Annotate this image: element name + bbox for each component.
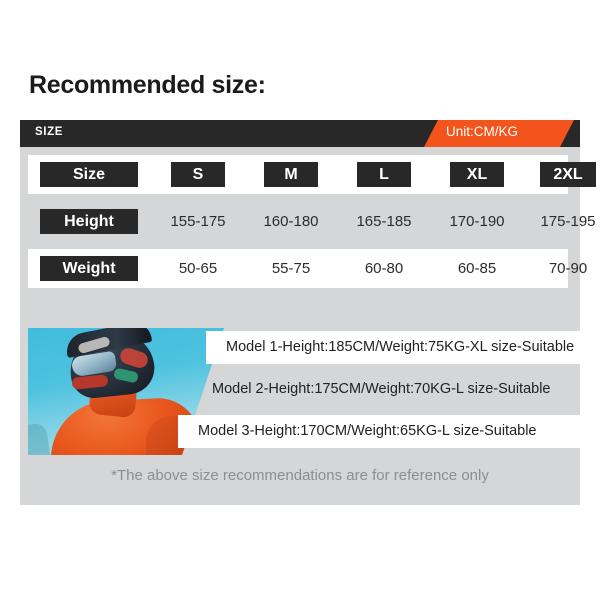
row-label-size: Size [40,162,138,187]
table-row: Size S M L XL 2XL [28,155,596,194]
table-row: Height 155-175 160-180 165-185 170-190 1… [28,202,596,241]
weight-cell-m: 55-75 [271,260,311,277]
size-cell-xl: XL [450,162,504,187]
page-title: Recommended size: [29,71,266,99]
row-spacer [20,147,580,155]
panel-header-label: SIZE [35,126,63,138]
unit-badge-label: Unit:CM/KG [446,124,519,139]
height-cell-m: 160-180 [263,213,319,230]
weight-cell-2xl: 70-90 [548,260,588,277]
row-label-height: Height [40,209,138,234]
row-spacer [20,194,580,202]
height-cell-s: 155-175 [170,213,226,230]
height-cell-xl: 170-190 [449,213,505,230]
size-cell-2xl: 2XL [540,162,596,187]
size-chart-panel: SIZE Unit:CM/KG Size S M L XL 2XL Height… [20,120,600,505]
model-row-2: Model 2-Height:175CM/Weight:70KG-L size-… [212,381,551,397]
weight-cell-l: 60-80 [364,260,404,277]
panel-header: SIZE Unit:CM/KG [20,120,580,147]
size-cell-s: S [171,162,225,187]
height-cell-2xl: 175-195 [540,213,596,230]
weight-cell-s: 50-65 [178,260,218,277]
weight-cell-xl: 60-85 [457,260,497,277]
table-row: Weight 50-65 55-75 60-80 60-85 70-90 [28,249,587,288]
row-label-weight: Weight [40,256,138,281]
tree-decoration [28,422,51,455]
model-row-1: Model 1-Height:185CM/Weight:75KG-XL size… [206,331,600,364]
size-cell-m: M [264,162,318,187]
size-cell-l: L [357,162,411,187]
model-row-3: Model 3-Height:170CM/Weight:65KG-L size-… [178,415,600,448]
unit-badge: Unit:CM/KG [424,120,574,147]
size-table: Size S M L XL 2XL Height 155-175 160-180… [20,147,596,288]
footnote: *The above size recommendations are for … [111,467,489,484]
model-recommendations: Model 1-Height:185CM/Weight:75KG-XL size… [20,328,600,455]
row-spacer [20,241,580,249]
height-cell-l: 165-185 [356,213,412,230]
